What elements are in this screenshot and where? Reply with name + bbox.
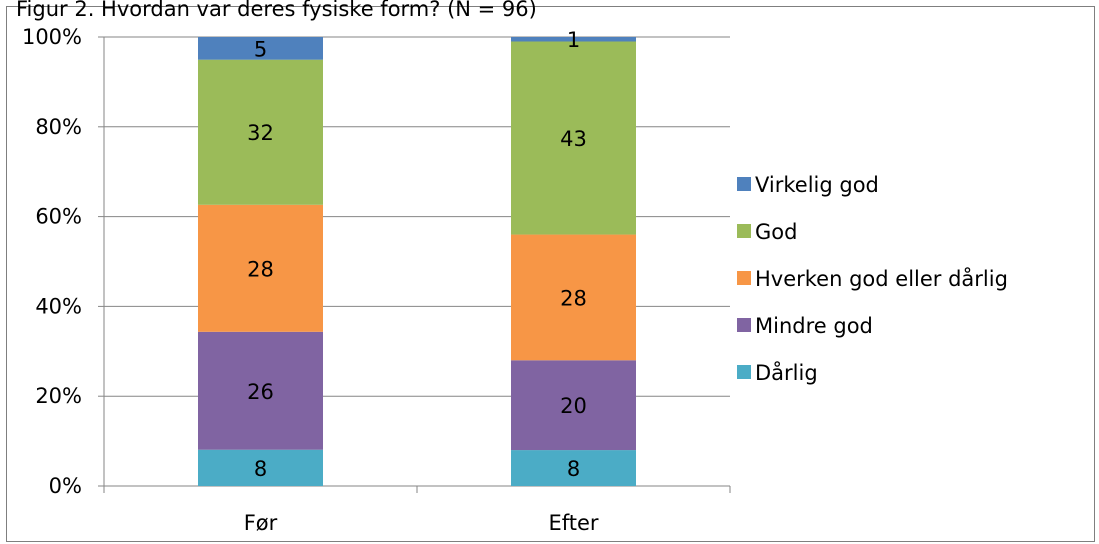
bar-segment (511, 360, 636, 451)
y-tick-label: 80% (35, 115, 82, 139)
x-tick-label: Efter (548, 511, 598, 535)
bar-segment (511, 450, 636, 486)
y-tick-label: 0% (49, 474, 82, 498)
y-tick-label: 40% (35, 294, 82, 318)
chart-frame: Figur 2. Hvordan var deres fysiske form?… (6, 0, 1095, 542)
bar-segment (198, 331, 323, 450)
y-tick-label: 100% (22, 25, 82, 49)
bar-segment (198, 449, 323, 486)
legend-swatch (737, 177, 751, 191)
data-label: 43 (560, 127, 587, 151)
x-tick-label: Før (244, 511, 278, 535)
data-label: 1 (567, 28, 580, 52)
bar-segment (511, 41, 636, 235)
data-label: 26 (247, 380, 274, 404)
bar-segment (198, 59, 323, 205)
bar-segment (511, 234, 636, 361)
chart-title: Figur 2. Hvordan var deres fysiske form?… (16, 0, 537, 21)
legend-swatch (737, 318, 751, 332)
data-label: 5 (254, 37, 267, 61)
legend-swatch (737, 365, 751, 379)
legend-label: Mindre god (755, 314, 873, 338)
legend-label: Hverken god eller dårlig (755, 266, 1008, 291)
data-label: 32 (247, 121, 274, 145)
bar-segment (511, 37, 636, 42)
legend-label: Virkelig god (755, 173, 879, 197)
data-label: 8 (567, 457, 580, 481)
data-label: 20 (560, 394, 587, 418)
y-tick-label: 60% (35, 205, 82, 229)
legend-swatch (737, 224, 751, 238)
bar-segment (198, 204, 323, 332)
bar-segment (198, 37, 323, 60)
y-tick-label: 20% (35, 384, 82, 408)
data-label: 8 (254, 457, 267, 481)
legend-swatch (737, 271, 751, 285)
legend-label: God (755, 220, 797, 244)
data-label: 28 (247, 257, 274, 281)
data-label: 28 (560, 286, 587, 310)
legend-label: Dårlig (755, 360, 818, 385)
